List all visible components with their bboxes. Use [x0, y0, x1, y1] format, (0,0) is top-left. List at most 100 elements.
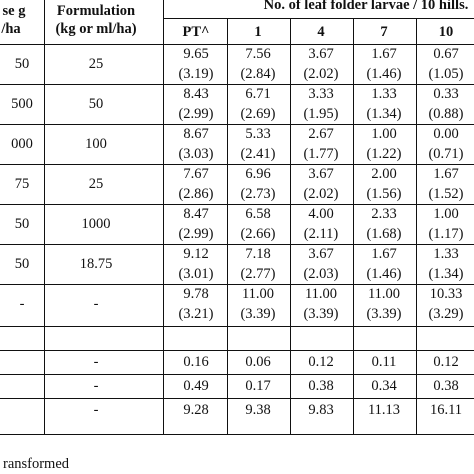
- dose-cell: 75: [14, 176, 30, 192]
- transformed-value-cell: (1.05): [428, 66, 464, 82]
- transformed-value-cell: (2.02): [303, 66, 339, 82]
- value-cell: 9.65: [183, 46, 209, 62]
- row-divider: [0, 84, 474, 85]
- value-cell: 8.43: [183, 86, 209, 102]
- transformed-value-cell: (1.22): [366, 146, 402, 162]
- value-cell: 3.67: [308, 46, 334, 62]
- value-cell: 1.67: [433, 166, 459, 182]
- value-cell: 0.38: [433, 378, 459, 394]
- transformed-value-cell: (1.77): [303, 146, 339, 162]
- transformed-value-cell: (3.39): [240, 306, 276, 322]
- value-cell: 6.96: [245, 166, 271, 182]
- value-cell: 11.00: [304, 286, 338, 302]
- transformed-value-cell: (2.73): [240, 186, 276, 202]
- column-divider: [227, 19, 228, 434]
- value-cell: 1.33: [371, 86, 397, 102]
- value-cell: 7.56: [245, 46, 271, 62]
- group-header-rule: [163, 18, 474, 19]
- transformed-value-cell: (1.68): [366, 226, 402, 242]
- column-divider: [290, 19, 291, 434]
- row-divider: [0, 374, 474, 375]
- value-cell: 1.00: [433, 206, 459, 222]
- value-cell: 9.78: [183, 286, 209, 302]
- value-cell: 0.11: [371, 354, 397, 370]
- value-cell: 4.00: [308, 206, 334, 222]
- value-cell: 0.06: [245, 354, 271, 370]
- formulation-cell: -: [93, 296, 99, 312]
- row-divider: [0, 164, 474, 165]
- dose-cell: 50: [14, 216, 30, 232]
- value-cell: 1.00: [371, 126, 397, 142]
- transformed-value-cell: (2.02): [303, 186, 339, 202]
- transformed-value-cell: (2.99): [178, 226, 214, 242]
- col-header-pt: PT^: [182, 24, 210, 40]
- value-cell: 1.33: [433, 246, 459, 262]
- value-cell: 0.33: [433, 86, 459, 102]
- dose-header-line1: se g: [2, 3, 26, 19]
- transformed-value-cell: (1.56): [366, 186, 402, 202]
- transformed-value-cell: (2.69): [240, 106, 276, 122]
- value-cell: 9.28: [183, 402, 209, 418]
- value-cell: 6.58: [245, 206, 271, 222]
- formulation-cell: 1000: [81, 216, 111, 232]
- dose-cell: 000: [11, 136, 33, 152]
- value-cell: 0.34: [371, 378, 397, 394]
- value-cell: 1.67: [371, 246, 397, 262]
- formulation-header-line1: Formulation: [56, 3, 136, 19]
- formulation-cell: -: [93, 378, 99, 394]
- value-cell: 3.33: [308, 86, 334, 102]
- value-cell: 0.12: [308, 354, 334, 370]
- row-divider: [0, 124, 474, 125]
- header-bottom-rule: [0, 44, 474, 45]
- footnote-text: ransformed: [2, 456, 70, 472]
- larvae-group-header: No. of leaf folder larvae / 10 hills.: [263, 0, 469, 13]
- value-cell: 0.17: [245, 378, 271, 394]
- transformed-value-cell: (1.52): [428, 186, 464, 202]
- value-cell: 2.67: [308, 126, 334, 142]
- transformed-value-cell: (1.46): [366, 266, 402, 282]
- value-cell: 16.11: [429, 402, 463, 418]
- row-divider: [0, 350, 474, 351]
- col-header-1: 1: [254, 24, 262, 40]
- transformed-value-cell: (2.66): [240, 226, 276, 242]
- value-cell: 2.33: [371, 206, 397, 222]
- value-cell: 0.49: [183, 378, 209, 394]
- dose-cell: 50: [14, 56, 30, 72]
- formulation-cell: 25: [88, 176, 104, 192]
- transformed-value-cell: (2.99): [178, 106, 214, 122]
- value-cell: 9.38: [245, 402, 271, 418]
- table-bottom-rule: [0, 434, 474, 435]
- column-divider: [353, 19, 354, 434]
- value-cell: 6.71: [245, 86, 271, 102]
- column-divider: [416, 19, 417, 434]
- value-cell: 1.67: [371, 46, 397, 62]
- transformed-value-cell: (2.03): [303, 266, 339, 282]
- transformed-value-cell: (3.19): [178, 66, 214, 82]
- value-cell: 8.67: [183, 126, 209, 142]
- value-cell: 7.18: [245, 246, 271, 262]
- transformed-value-cell: (3.01): [178, 266, 214, 282]
- value-cell: 0.00: [433, 126, 459, 142]
- transformed-value-cell: (0.88): [428, 106, 464, 122]
- transformed-value-cell: (3.39): [366, 306, 402, 322]
- dose-cell: 50: [14, 256, 30, 272]
- transformed-value-cell: (3.03): [178, 146, 214, 162]
- transformed-value-cell: (0.71): [428, 146, 464, 162]
- row-divider: [0, 244, 474, 245]
- dose-cell: 500: [11, 96, 33, 112]
- transformed-value-cell: (2.11): [303, 226, 339, 242]
- formulation-cell: 100: [85, 136, 107, 152]
- formulation-cell: -: [93, 354, 99, 370]
- formulation-cell: -: [93, 402, 99, 418]
- formulation-cell: 18.75: [79, 256, 113, 272]
- value-cell: 0.67: [433, 46, 459, 62]
- row-divider: [0, 326, 474, 327]
- transformed-value-cell: (1.46): [366, 66, 402, 82]
- value-cell: 11.00: [367, 286, 401, 302]
- formulation-cell: 25: [88, 56, 104, 72]
- row-divider: [0, 284, 474, 285]
- transformed-value-cell: (1.95): [303, 106, 339, 122]
- value-cell: 3.67: [308, 246, 334, 262]
- value-cell: 7.67: [183, 166, 209, 182]
- transformed-value-cell: (1.17): [428, 226, 464, 242]
